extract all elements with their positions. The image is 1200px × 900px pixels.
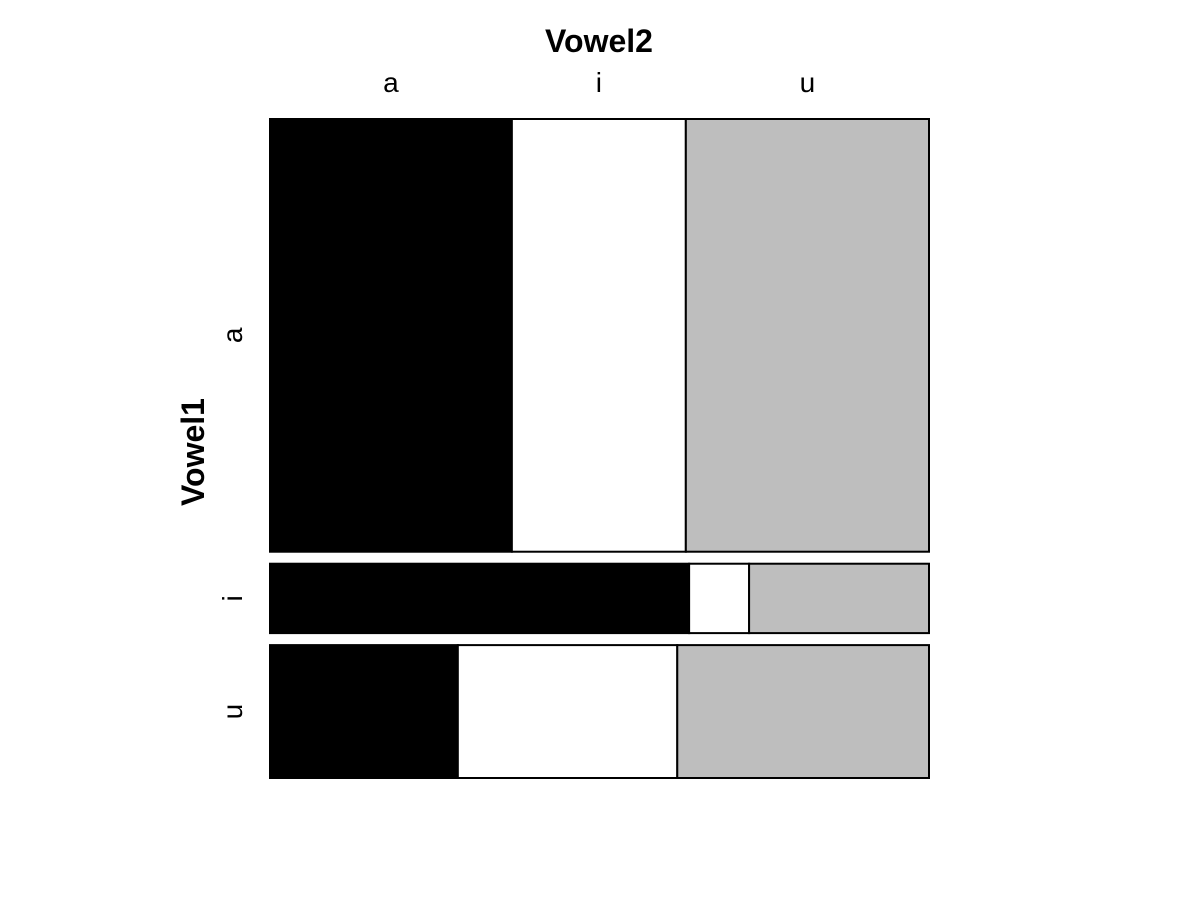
- mosaic-cell-i-u: [748, 562, 931, 635]
- mosaic-cells: [269, 118, 931, 780]
- column-tick-label-u: u: [800, 67, 816, 98]
- mosaic-cell-a-i: [510, 118, 687, 553]
- row-tick-labels: a i u: [217, 327, 248, 719]
- mosaic-cell-i-a: [269, 562, 691, 635]
- mosaic-cell-a-u: [684, 118, 930, 553]
- row-tick-label-u: u: [217, 704, 248, 720]
- column-tick-label-i: i: [596, 67, 602, 98]
- column-tick-label-a: a: [383, 67, 399, 98]
- row-tick-label-i: i: [217, 595, 248, 601]
- x-axis-title: Vowel2: [545, 23, 653, 59]
- mosaic-cell-u-u: [676, 644, 931, 780]
- mosaic-cell-a-a: [269, 118, 513, 553]
- row-tick-label-a: a: [217, 327, 248, 343]
- y-axis-title: Vowel1: [175, 398, 211, 506]
- mosaic-cell-u-i: [456, 644, 679, 780]
- mosaic-cell-i-i: [688, 562, 751, 635]
- mosaic-cell-u-a: [269, 644, 459, 780]
